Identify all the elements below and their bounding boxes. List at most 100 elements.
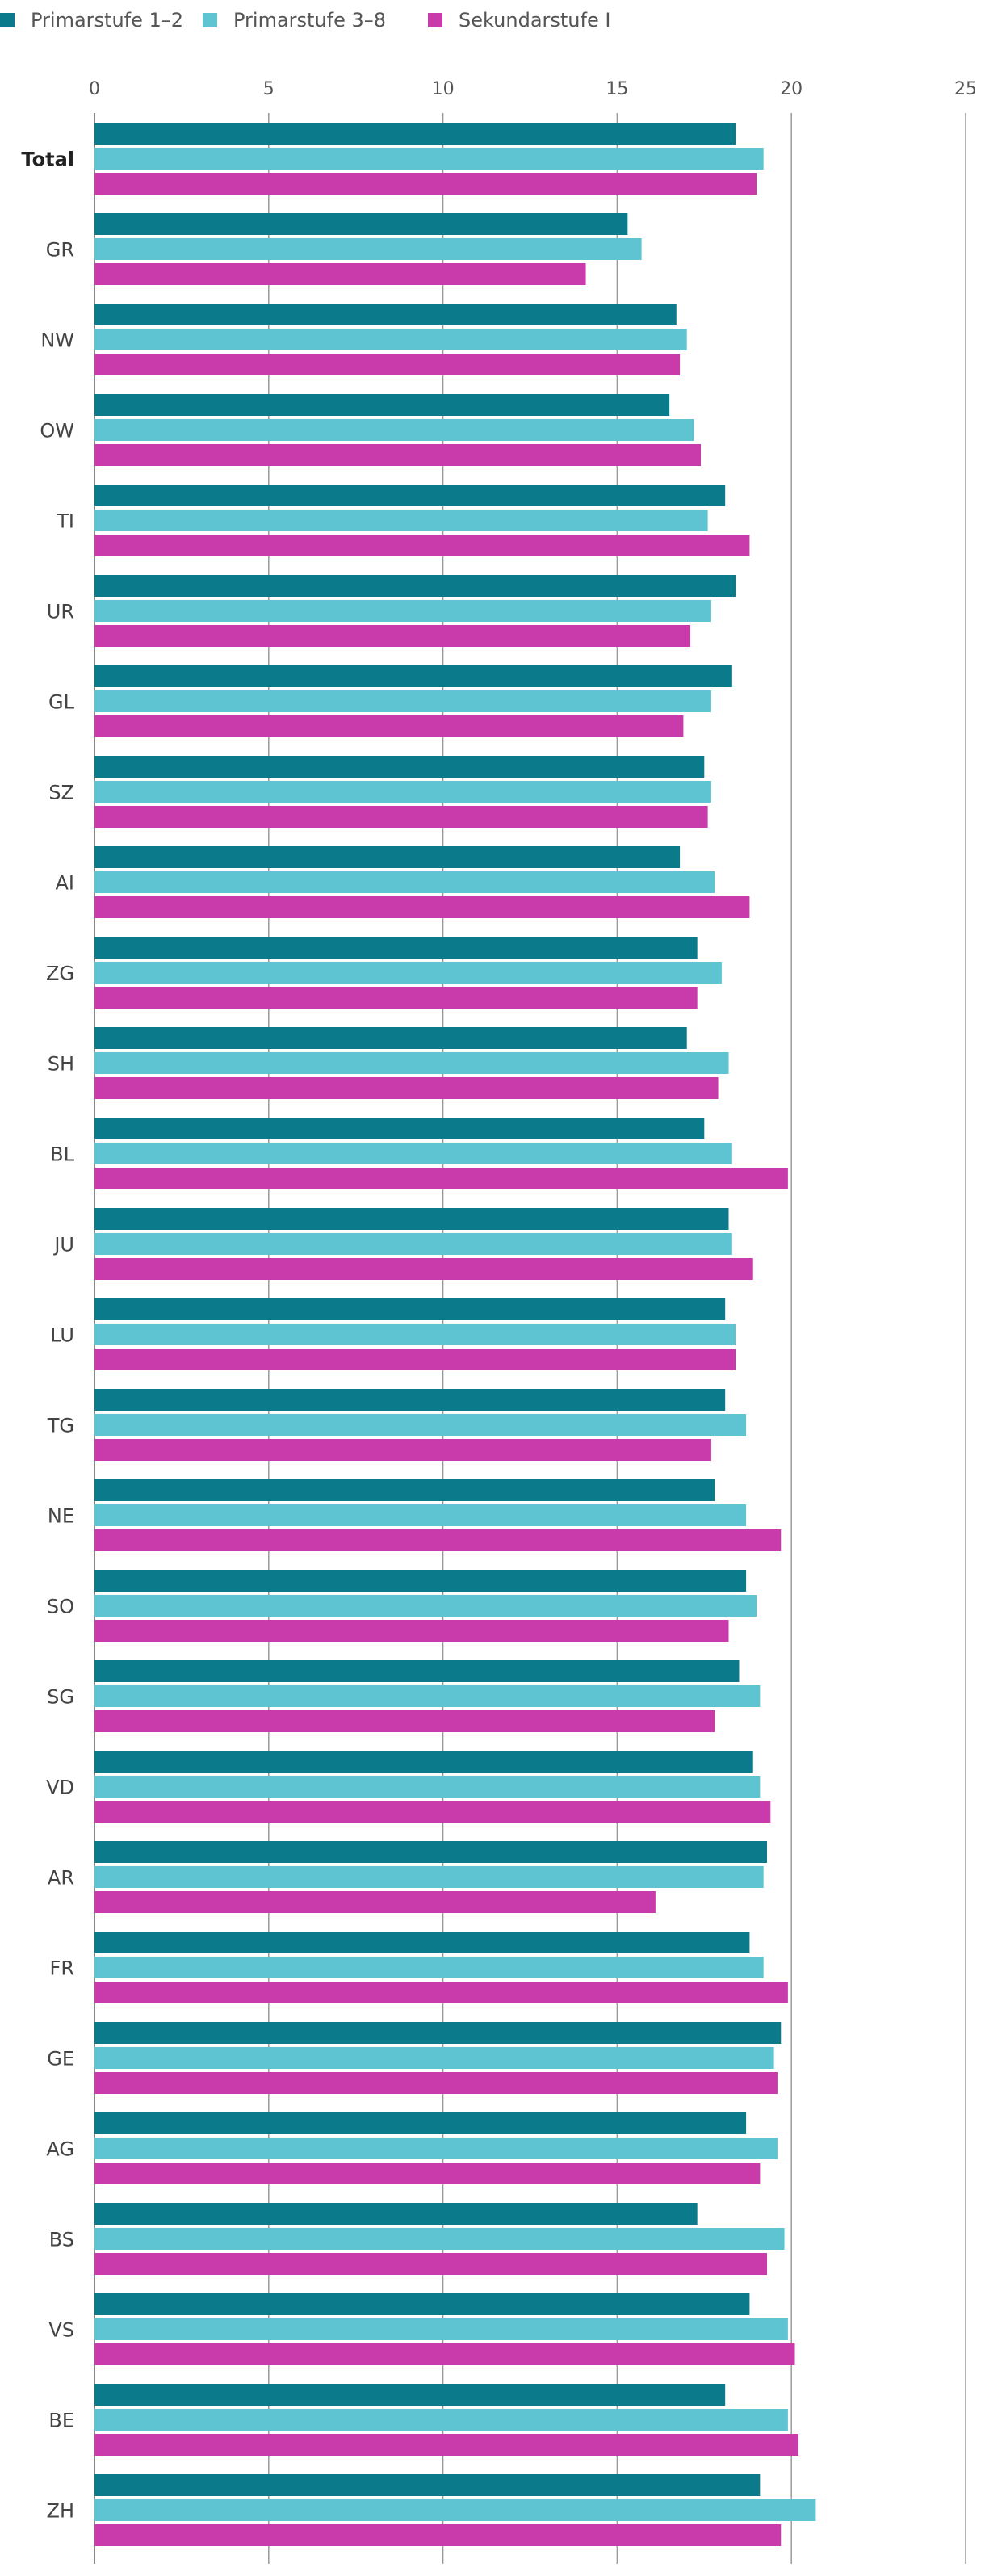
- bar-ag-series-2: [94, 2138, 778, 2159]
- legend: Primarstufe 1–2 Primarstufe 3–8 Sekundarst…: [0, 9, 610, 31]
- bar-bs-series-3: [94, 2253, 767, 2275]
- category-label-be: BE: [48, 2410, 74, 2432]
- bar-nw-series-3: [94, 354, 681, 375]
- bar-gl-series-1: [94, 665, 732, 687]
- category-label-ju: JU: [52, 1234, 74, 1257]
- x-tick-label-15: 15: [606, 79, 628, 99]
- bar-sg-series-3: [94, 1710, 715, 1732]
- category-label-ow: OW: [40, 420, 74, 443]
- bar-be-series-2: [94, 2409, 788, 2431]
- category-label-ai: AI: [56, 872, 75, 895]
- bar-total-series-2: [94, 148, 764, 170]
- bar-tg-series-1: [94, 1389, 726, 1411]
- bar-vs-series-2: [94, 2318, 788, 2340]
- x-axis: 0 5 10 15 20 25: [89, 79, 977, 99]
- bar-zg-series-2: [94, 962, 722, 984]
- bar-so-series-1: [94, 1570, 747, 1592]
- legend-swatch-3: [428, 13, 442, 27]
- bar-zh-series-2: [94, 2499, 816, 2521]
- bar-lu-series-3: [94, 1349, 736, 1370]
- bar-zg-series-3: [94, 987, 698, 1009]
- legend-swatch-1: [0, 13, 15, 27]
- category-label-fr: FR: [50, 1957, 74, 1980]
- category-label-vd: VD: [46, 1777, 74, 1799]
- category-label-gr: GR: [46, 239, 74, 262]
- bar-sh-series-2: [94, 1052, 729, 1074]
- category-label-zg: ZG: [46, 963, 74, 985]
- category-label-nw: NW: [40, 329, 74, 352]
- bar-nw-series-2: [94, 329, 687, 350]
- bar-ne-series-3: [94, 1529, 782, 1551]
- bar-ge-series-2: [94, 2047, 774, 2069]
- bar-be-series-1: [94, 2384, 726, 2406]
- bar-sh-series-1: [94, 1027, 687, 1049]
- category-label-tg: TG: [47, 1415, 74, 1437]
- category-label-so: SO: [47, 1596, 74, 1618]
- bar-ur-series-1: [94, 575, 736, 597]
- x-tick-label-20: 20: [780, 79, 803, 99]
- category-label-bl: BL: [50, 1143, 74, 1166]
- bar-total-series-3: [94, 173, 757, 195]
- category-label-gl: GL: [48, 691, 75, 714]
- x-tick-label-5: 5: [263, 79, 275, 99]
- bar-zh-series-3: [94, 2524, 782, 2546]
- bar-bl-series-3: [94, 1168, 788, 1189]
- bar-be-series-3: [94, 2434, 798, 2456]
- bar-lu-series-1: [94, 1298, 726, 1320]
- bar-bl-series-2: [94, 1143, 732, 1164]
- category-label-vs: VS: [48, 2319, 74, 2342]
- bar-ag-series-1: [94, 2112, 747, 2134]
- bar-gr-series-1: [94, 213, 628, 235]
- bar-fr-series-2: [94, 1957, 764, 1978]
- bar-ar-series-3: [94, 1891, 656, 1913]
- bar-ti-series-3: [94, 535, 750, 556]
- category-label-lu: LU: [50, 1324, 74, 1347]
- bar-sg-series-2: [94, 1685, 761, 1707]
- bars: [94, 123, 816, 2546]
- bar-vs-series-1: [94, 2293, 750, 2315]
- bar-vs-series-3: [94, 2343, 795, 2365]
- bar-sz-series-1: [94, 756, 705, 778]
- bar-fr-series-1: [94, 1932, 750, 1953]
- bar-ju-series-2: [94, 1233, 732, 1255]
- bar-bs-series-1: [94, 2203, 698, 2225]
- bar-tg-series-2: [94, 1414, 747, 1436]
- bar-total-series-1: [94, 123, 736, 145]
- bar-ow-series-1: [94, 394, 670, 416]
- bar-sh-series-3: [94, 1077, 719, 1099]
- category-label-sh: SH: [48, 1053, 74, 1076]
- y-axis: Total GR NW OW TI UR GL SZ AI ZG SH BL JU LU TG NE SO SG V…: [21, 149, 74, 2523]
- bar-ne-series-2: [94, 1504, 747, 1526]
- category-label-ge: GE: [47, 2048, 74, 2070]
- bar-ne-series-1: [94, 1479, 715, 1501]
- bar-ai-series-3: [94, 896, 750, 918]
- bar-ti-series-2: [94, 510, 708, 531]
- category-label-bs: BS: [49, 2229, 74, 2251]
- bar-so-series-2: [94, 1595, 757, 1617]
- bar-sg-series-1: [94, 1660, 740, 1682]
- legend-label-1: Primarstufe 1–2: [31, 9, 183, 31]
- bar-ti-series-1: [94, 485, 726, 506]
- bar-ai-series-1: [94, 846, 681, 868]
- bar-lu-series-2: [94, 1324, 736, 1345]
- bar-ar-series-2: [94, 1866, 764, 1888]
- bar-sz-series-3: [94, 806, 708, 828]
- bar-ur-series-3: [94, 625, 691, 647]
- bar-ju-series-1: [94, 1208, 729, 1230]
- legend-label-2: Primarstufe 3–8: [233, 9, 386, 31]
- category-label-ur: UR: [47, 601, 74, 623]
- x-tick-label-25: 25: [954, 79, 977, 99]
- category-label-total: Total: [21, 149, 74, 171]
- category-label-ar: AR: [48, 1867, 74, 1890]
- bar-zh-series-1: [94, 2474, 761, 2496]
- category-label-ti: TI: [56, 510, 74, 533]
- bar-tg-series-3: [94, 1439, 711, 1461]
- category-label-ag: AG: [46, 2138, 74, 2161]
- bar-zg-series-1: [94, 937, 698, 959]
- x-tick-label-0: 0: [89, 79, 100, 99]
- bar-so-series-3: [94, 1620, 729, 1642]
- x-tick-label-10: 10: [432, 79, 455, 99]
- bar-bl-series-1: [94, 1118, 705, 1139]
- bar-ju-series-3: [94, 1258, 753, 1280]
- bar-bs-series-2: [94, 2228, 785, 2250]
